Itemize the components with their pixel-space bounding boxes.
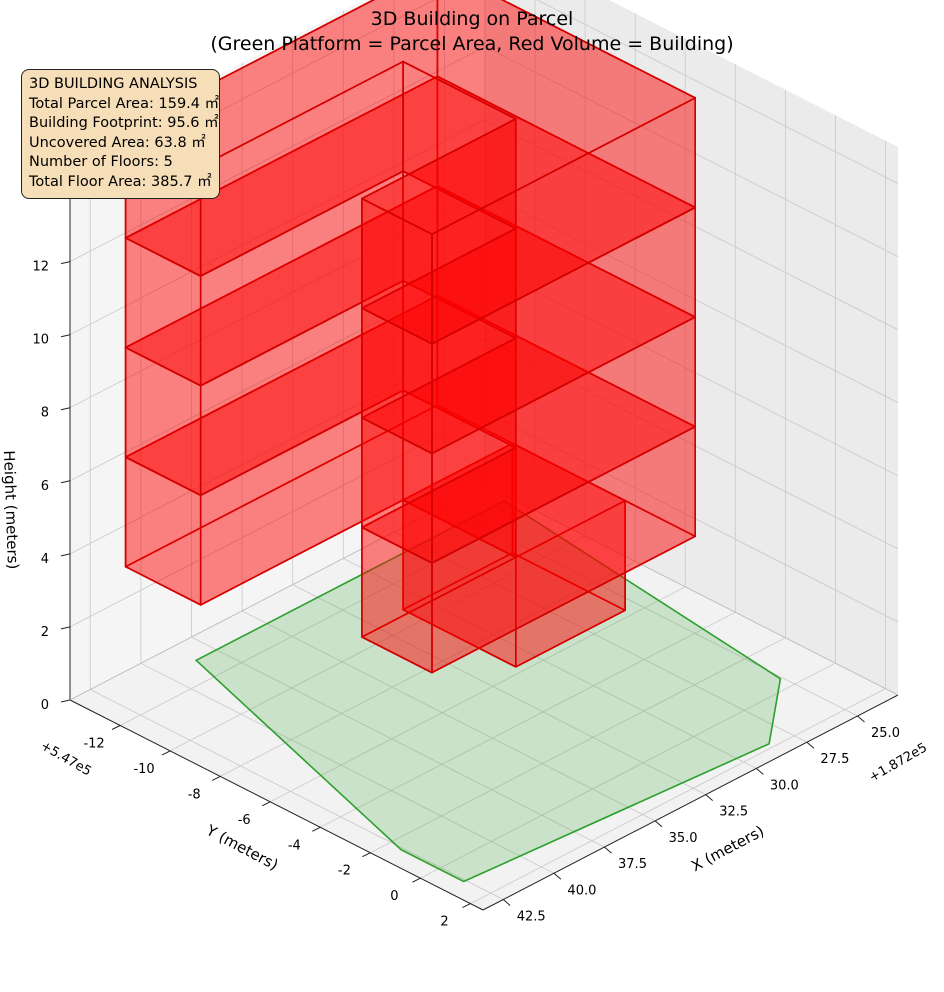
grid-y-floor bbox=[220, 561, 636, 777]
x-tick-label: 37.5 bbox=[618, 857, 647, 872]
grid-y-floor bbox=[420, 662, 836, 879]
building-analysis-box: 3D BUILDING ANALYSIS Total Parcel Area: … bbox=[21, 69, 220, 199]
floor-back-edge-x bbox=[484, 484, 899, 696]
z-tick-label: 4 bbox=[41, 552, 49, 567]
y-tick-mark bbox=[161, 750, 171, 756]
grid-z-wall-y bbox=[69, 192, 486, 409]
y-tick-label: 2 bbox=[440, 915, 448, 930]
y-tick-mark bbox=[462, 903, 471, 909]
grid-z-wall-x bbox=[484, 338, 899, 550]
z-tick-label: 8 bbox=[41, 406, 49, 421]
grid-z-wall-y bbox=[69, 46, 486, 262]
x-tick-mark bbox=[705, 794, 714, 801]
grid-z-wall-x bbox=[484, 46, 899, 257]
floor-pane bbox=[70, 485, 898, 910]
z-tick-label: 12 bbox=[32, 260, 49, 275]
grid-x-floor bbox=[140, 662, 555, 874]
info-line-parcel-area: Total Parcel Area: 159.4 ㎡ bbox=[29, 95, 220, 112]
info-line-footprint: Building Footprint: 95.6 ㎡ bbox=[29, 115, 219, 131]
info-line-heading: 3D BUILDING ANALYSIS bbox=[29, 76, 198, 92]
z-tick-label: 2 bbox=[41, 625, 49, 640]
z-tick-mark bbox=[60, 334, 71, 338]
y-axis-label: Y (meters) bbox=[203, 821, 282, 874]
grid-y-floor bbox=[370, 637, 786, 854]
y-tick-mark bbox=[111, 725, 121, 730]
grid-z-wall-x bbox=[484, 119, 899, 331]
y-tick-mark bbox=[211, 775, 221, 781]
floor-back-edge-y bbox=[69, 484, 486, 701]
x-back-pane bbox=[485, 0, 898, 695]
x-tick-label: 35.0 bbox=[669, 831, 698, 846]
grid-z-wall-y bbox=[69, 338, 486, 555]
y-tick-label: -4 bbox=[288, 838, 301, 853]
z-tick-mark bbox=[60, 480, 71, 484]
y-tick-label: 0 bbox=[390, 889, 398, 904]
y-tick-label: -10 bbox=[133, 762, 154, 777]
grid-z-wall-y bbox=[69, 119, 486, 336]
z-tick-mark bbox=[60, 407, 71, 411]
grid-x-floor bbox=[343, 558, 757, 769]
z-tick-label: 10 bbox=[32, 333, 49, 348]
x-tick-mark bbox=[502, 899, 511, 906]
info-line-uncovered: Uncovered Area: 63.8 ㎡ bbox=[29, 134, 206, 151]
grid-z-wall-x bbox=[536, 0, 899, 184]
grid-z-wall-x bbox=[484, 192, 899, 404]
z-tick-label: 6 bbox=[41, 479, 49, 494]
axis-lines bbox=[69, 0, 899, 911]
x-tick-mark bbox=[654, 820, 663, 828]
z-axis-label: Height (meters) bbox=[0, 450, 22, 570]
chart-title-line-1: 3D Building on Parcel bbox=[371, 8, 574, 30]
z-tick-label: 0 bbox=[41, 698, 49, 713]
x-axis-line bbox=[482, 694, 899, 911]
y-tick-mark bbox=[412, 877, 421, 883]
x-tick-label: 42.5 bbox=[517, 910, 546, 925]
x-tick-label: 25.0 bbox=[871, 726, 900, 741]
grid-z-wall-y bbox=[69, 265, 486, 482]
grid-z-wall-x bbox=[484, 265, 899, 477]
z-tick-mark bbox=[60, 699, 71, 703]
grid-z-wall-y bbox=[69, 411, 486, 628]
y-tick-mark bbox=[362, 852, 371, 858]
info-line-floors: Number of Floors: 5 bbox=[29, 154, 173, 170]
y-tick-label: -8 bbox=[188, 787, 201, 802]
x-tick-mark bbox=[857, 715, 865, 723]
x-tick-label: 30.0 bbox=[770, 778, 799, 793]
grid-x-floor bbox=[191, 636, 605, 848]
grid-z-wall-x bbox=[484, 411, 899, 623]
y-axis-line bbox=[69, 699, 484, 911]
plot-data bbox=[124, 0, 782, 883]
y-tick-mark bbox=[261, 801, 271, 807]
x-axis-label: X (meters) bbox=[688, 822, 767, 875]
grid-y-floor bbox=[119, 510, 536, 726]
grid-x-floor bbox=[241, 610, 656, 822]
z-tick-mark bbox=[60, 553, 71, 557]
x-tick-mark bbox=[553, 872, 562, 880]
x-tick-mark bbox=[806, 741, 815, 749]
grid-y-floor bbox=[270, 586, 686, 803]
parcel-platform bbox=[194, 499, 782, 883]
grid-y-floor bbox=[320, 611, 736, 828]
y-tick-label: -6 bbox=[238, 813, 251, 828]
info-line-floor-area: Total Floor Area: 385.7 ㎡ bbox=[29, 173, 212, 190]
x-tick-label: 40.0 bbox=[567, 883, 596, 898]
y-tick-label: -2 bbox=[338, 864, 351, 879]
y-tick-mark bbox=[312, 826, 321, 832]
y-tick-label: -12 bbox=[83, 737, 104, 752]
x-tick-label: 27.5 bbox=[820, 752, 849, 767]
chart-title-line-2: (Green Platform = Parcel Area, Red Volum… bbox=[210, 33, 733, 55]
z-tick-mark bbox=[60, 261, 71, 265]
grid-y-floor bbox=[470, 688, 886, 904]
x-tick-mark bbox=[604, 846, 612, 854]
tick-labels: 25.0 27.5 30.0 32.5 35.0 37.5 40.0 42.5 -12 -10 -8… bbox=[32, 187, 900, 930]
x-tick-label: 32.5 bbox=[719, 805, 748, 820]
grid-x-floor bbox=[444, 505, 858, 717]
z-tick-mark bbox=[60, 626, 71, 630]
x-axis-offset: +1.872e5 bbox=[867, 740, 930, 785]
grid-x-floor bbox=[90, 689, 504, 900]
grid-x-floor bbox=[393, 531, 808, 743]
x-tick-mark bbox=[755, 768, 764, 775]
